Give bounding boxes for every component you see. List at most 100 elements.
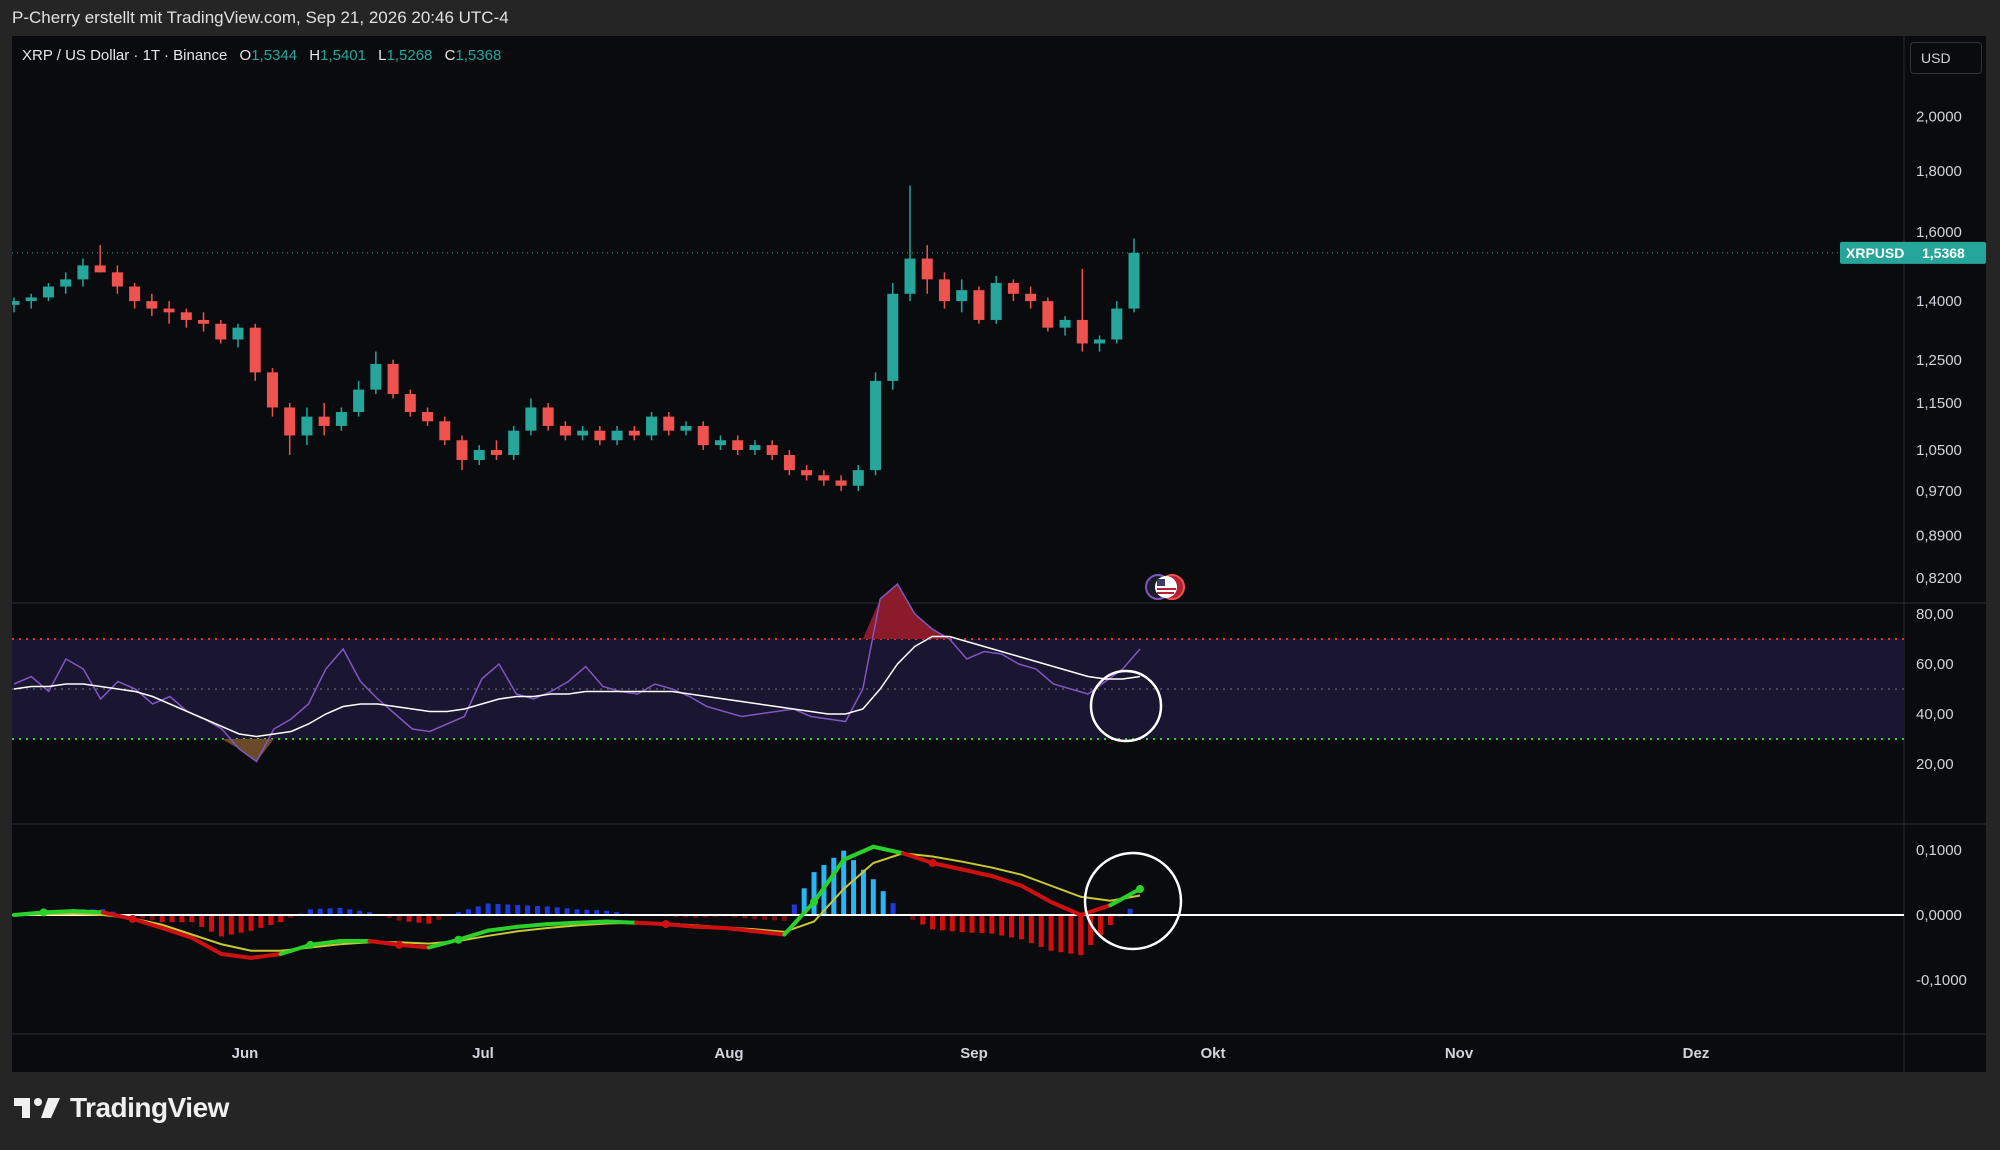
macd-histogram-bar [416, 915, 422, 923]
macd-line-segment [1049, 900, 1083, 917]
macd-histogram-bar [505, 904, 511, 915]
candle-body [42, 286, 54, 298]
candle-body [1025, 293, 1037, 302]
candle-body [956, 290, 968, 302]
candle-body [94, 265, 106, 273]
candle-body [439, 421, 451, 441]
macd-histogram-bar [742, 915, 748, 919]
open-label: O [239, 47, 252, 64]
macd-line-segment [960, 867, 994, 878]
macd-cross-dot [39, 908, 48, 917]
macd-line-segment [1019, 883, 1054, 904]
macd-histogram-bar [999, 915, 1005, 936]
macd-histogram-bar [791, 904, 797, 915]
candle-body [1094, 339, 1106, 344]
macd-histogram-bar [604, 910, 610, 915]
macd-line-segment [486, 924, 520, 933]
price-tick-label: 1,8000 [1916, 163, 1962, 180]
chart-area[interactable]: 2,0000 1,8000 1,6000 1,4000 1,2500 1,1500 1,05… [12, 36, 1986, 1072]
candle-body [163, 308, 175, 313]
month-tick-label: Jun [232, 1045, 259, 1062]
macd-histogram-bar [485, 903, 491, 915]
macd-histogram-bar [248, 915, 254, 931]
macd-histogram-bar [268, 915, 274, 926]
candle-body [990, 282, 1002, 320]
macd-histogram-bar [910, 915, 916, 920]
candle-body [249, 327, 261, 373]
macd-histogram-bar [989, 915, 995, 934]
macd-histogram-bar [683, 915, 689, 918]
macd-histogram-bar [179, 915, 185, 923]
macd-histogram-bar [169, 915, 175, 923]
macd-line-segment [723, 926, 757, 934]
price-tick-label: 2,0000 [1916, 108, 1962, 125]
macd-highlight-circle [1083, 851, 1183, 951]
macd-histogram-bar [693, 915, 699, 918]
macd-histogram-bar [979, 915, 985, 934]
candle-body [353, 389, 365, 413]
macd-line-segment [693, 924, 728, 930]
high-label: H [309, 47, 321, 64]
candle-body [1007, 282, 1019, 294]
macd-histogram-bar [386, 915, 392, 918]
macd-cross-dot [1136, 885, 1144, 893]
candle-body [714, 440, 726, 446]
macd-histogram-bar [781, 915, 787, 921]
candle-body [180, 312, 192, 320]
macd-line-segment [12, 910, 46, 917]
macd-histogram-bar [218, 915, 224, 937]
candle-body [232, 327, 244, 340]
price-tick-label: 1,2500 [1916, 352, 1962, 369]
macd-histogram-bar [406, 915, 412, 922]
macd-histogram-bar [831, 857, 837, 915]
macd-line-segment [189, 935, 224, 956]
macd-tick-label: 0,1000 [1916, 842, 1962, 859]
macd-histogram-bar [337, 907, 343, 915]
candle-body [198, 319, 210, 324]
candle-body [25, 297, 37, 302]
price-tick-label: 1,1500 [1916, 395, 1962, 412]
macd-line-segment [752, 929, 787, 937]
currency-selector[interactable]: USD [1910, 42, 1982, 74]
macd-histogram-bar [772, 915, 778, 921]
candle-body [456, 440, 468, 460]
candle-body [422, 412, 434, 422]
rsi-ma-line [13, 635, 1141, 738]
candle-body [749, 445, 761, 451]
macd-line-segment [308, 939, 342, 947]
macd-histogram-bar [969, 915, 975, 933]
us-flag-event-icon [1145, 574, 1185, 600]
candle-body [12, 301, 20, 305]
macd-line-segment [515, 922, 550, 929]
macd-histogram-bar [1028, 915, 1034, 944]
macd-histogram-bar [870, 879, 876, 915]
tradingview-logo[interactable]: TradingView [14, 1092, 229, 1124]
chart-svg[interactable]: 2,0000 1,8000 1,6000 1,4000 1,2500 1,1500 1,05… [12, 36, 1986, 1072]
macd-histogram-bar [841, 850, 847, 915]
macd-histogram-bar [1058, 915, 1064, 953]
macd-histogram-bar [495, 904, 501, 915]
candle-body [887, 293, 899, 381]
candle-body [938, 279, 950, 302]
candle-body [370, 363, 382, 390]
macd-tick-label: -0,1000 [1916, 972, 1967, 989]
macd-histogram-bar [347, 909, 353, 915]
macd-histogram-bar [515, 904, 521, 915]
last-price-symbol: XRPUSD [1846, 245, 1904, 261]
high-value: 1,5401 [320, 47, 366, 64]
macd-line-segment [367, 939, 402, 947]
candle-body [577, 430, 589, 436]
macd-histogram-bar [1038, 915, 1044, 947]
macd-histogram-bar [594, 910, 600, 915]
macd-histogram-bar [1078, 915, 1084, 956]
macd-histogram-bar [939, 915, 945, 931]
macd-cross-dot [306, 940, 315, 949]
macd-line-segment [100, 910, 135, 921]
macd-histogram-bar [614, 912, 620, 915]
macd-line-segment [456, 928, 491, 942]
macd-line-segment [930, 861, 965, 872]
candle-body [1042, 301, 1054, 328]
candle-body [611, 430, 623, 441]
macd-line-segment [841, 844, 876, 862]
macd-histogram-bar [949, 915, 955, 932]
